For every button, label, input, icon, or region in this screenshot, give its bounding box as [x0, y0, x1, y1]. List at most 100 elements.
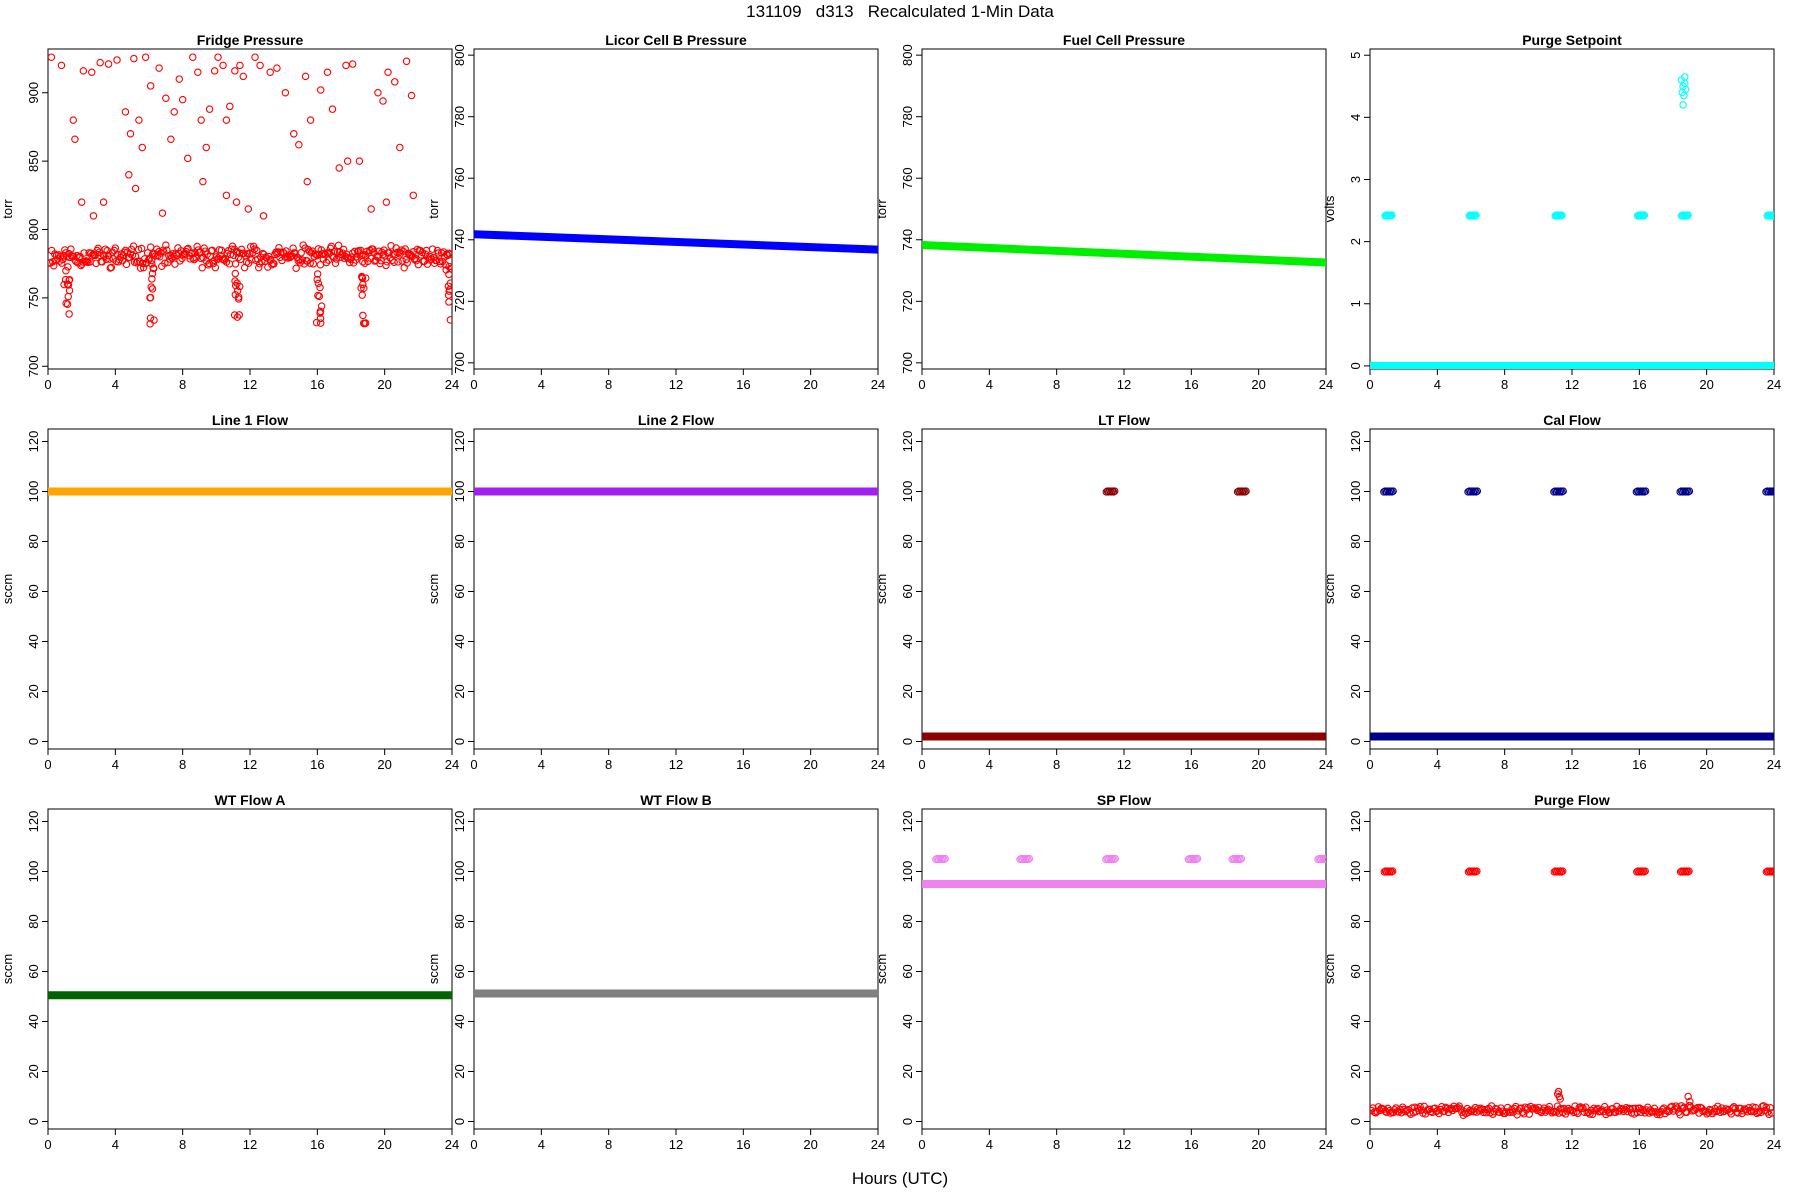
data-point [264, 263, 272, 271]
x-tick-label: 8 [605, 377, 612, 392]
data-point [1672, 1102, 1680, 1110]
x-tick-label: 24 [1767, 1137, 1781, 1152]
data-point [62, 267, 70, 275]
y-tick-label: 1 [1348, 300, 1363, 307]
data-point [314, 291, 322, 300]
x-tick-label: 12 [1117, 377, 1131, 392]
y-tick-label: 900 [26, 82, 41, 104]
y-tick-label: 780 [452, 106, 467, 128]
y-tick-label: 720 [452, 290, 467, 312]
x-tick-label: 8 [605, 757, 612, 772]
data-point [445, 298, 452, 306]
panel-6: Line 2 Flow 0 4 8 12 16 20 24 0 20 40 60 80 100 120 scc… [426, 412, 885, 772]
x-tick-label: 4 [112, 1137, 119, 1152]
data-point [1754, 1108, 1762, 1117]
y-tick-label: 100 [26, 481, 41, 503]
data-point [382, 198, 391, 206]
panel-title: WT Flow B [640, 792, 712, 808]
data-point [1631, 1104, 1640, 1113]
panel-title: Fuel Cell Pressure [1063, 32, 1185, 48]
plot-frame [47, 48, 453, 370]
data-point [170, 108, 179, 116]
data-point [1586, 1110, 1594, 1118]
y-tick-label: 80 [26, 914, 41, 928]
x-tick-label: 4 [986, 377, 993, 392]
data-point [1471, 868, 1480, 876]
data-point [158, 209, 167, 217]
panel-9: WT Flow A 0 4 8 12 16 20 24 0 20 40 60 80 100 120 sccm [0, 792, 459, 1152]
data-point [1241, 488, 1249, 496]
data-point [1637, 868, 1646, 876]
data-point [202, 143, 210, 152]
data-point [220, 256, 229, 264]
x-tick-label: 0 [1366, 377, 1373, 392]
data-point [162, 94, 170, 102]
x-axis-label: Hours (UTC) [851, 1169, 949, 1188]
y-tick-label: 120 [452, 811, 467, 833]
data-point [77, 198, 86, 206]
data-point [83, 257, 91, 266]
data-point [51, 256, 60, 265]
data-point [275, 243, 283, 252]
y-tick-label: 40 [452, 634, 467, 648]
x-tick-label: 12 [669, 757, 683, 772]
panel-2: Licor Cell B Pressure 0 4 8 12 16 20 24 700 720 74… [426, 32, 885, 392]
data-point [1025, 854, 1034, 863]
x-tick-label: 20 [803, 377, 817, 392]
data-point [1559, 487, 1567, 495]
data-point [1649, 1108, 1657, 1116]
panel-10: WT Flow B 0 4 8 12 16 20 24 0 20 40 60 80 100 120 sccm [426, 792, 885, 1152]
y-tick-label: 20 [1348, 1064, 1363, 1078]
y-tick-label: 2 [1348, 238, 1363, 245]
data-point [140, 255, 149, 263]
data-point [217, 246, 226, 255]
x-tick-label: 8 [179, 1137, 186, 1152]
y-tick-label: 780 [900, 106, 915, 128]
x-tick-label: 8 [1053, 1137, 1060, 1152]
data-layer [48, 53, 452, 328]
data-point [231, 269, 240, 278]
data-point [199, 177, 207, 186]
data-point [1684, 1092, 1692, 1101]
y-tick-label: 750 [26, 287, 41, 309]
y-tick-label: 20 [452, 1064, 467, 1078]
data-point [148, 269, 157, 278]
data-point [136, 264, 145, 272]
data-point [1388, 211, 1396, 219]
x-tick-label: 12 [1117, 757, 1131, 772]
y-tick-label: 120 [452, 431, 467, 453]
data-point [314, 279, 323, 288]
data-point [1384, 867, 1392, 875]
data-point [434, 249, 443, 257]
data-point [204, 261, 213, 269]
x-tick-label: 0 [918, 1137, 925, 1152]
data-point [1770, 211, 1774, 219]
plot-frame [921, 428, 1327, 750]
data-point [266, 68, 274, 76]
plot-frame [921, 48, 1327, 370]
data-point [82, 257, 90, 265]
data-point [1641, 867, 1649, 875]
data-layer [922, 487, 1326, 741]
data-point [446, 316, 452, 324]
data-point [1686, 1097, 1694, 1106]
data-point [331, 259, 340, 267]
data-point [1640, 211, 1649, 219]
data-layer [922, 241, 1326, 267]
x-tick-label: 4 [1434, 1137, 1441, 1152]
data-point [294, 256, 302, 265]
y-tick-label: 20 [900, 684, 915, 698]
x-tick-label: 12 [243, 757, 257, 772]
data-point [402, 57, 411, 66]
y-tick-label: 850 [26, 150, 41, 172]
y-tick-label: 40 [26, 1014, 41, 1028]
data-point [183, 154, 192, 163]
data-point [348, 60, 357, 68]
data-point [379, 97, 387, 105]
data-point [355, 157, 364, 165]
y-tick-label: 100 [452, 481, 467, 503]
x-tick-label: 0 [44, 1137, 51, 1152]
y-axis-label: sccm [0, 954, 15, 984]
data-point [252, 246, 261, 255]
plot-frame [1369, 808, 1775, 1130]
